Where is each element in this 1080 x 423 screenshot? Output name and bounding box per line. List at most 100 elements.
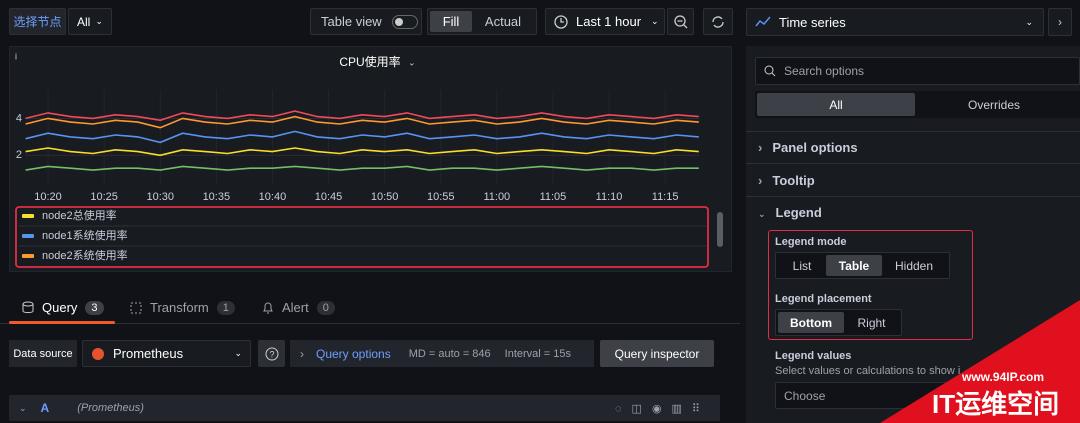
panel <box>9 46 732 272</box>
x-tick-label: 10:45 <box>315 191 343 203</box>
viz-picker[interactable]: Time series ⌄ <box>746 8 1044 36</box>
display-mode: Fill Actual <box>427 8 537 35</box>
node-value: All <box>77 14 91 29</box>
option-right[interactable]: Right <box>857 315 886 330</box>
series-line <box>25 147 699 157</box>
tab-transform[interactable]: Transform 1 <box>130 300 235 315</box>
legend-mode-label: Legend mode <box>775 236 847 248</box>
data-source-label: Data source <box>9 340 77 367</box>
tab-label: Transform <box>150 300 209 315</box>
x-tick-label: 11:10 <box>596 191 623 203</box>
tab-label: Alert <box>282 300 309 315</box>
section-legend[interactable]: ⌄ Legend <box>758 205 822 220</box>
watermark-shape <box>880 300 1080 423</box>
divider <box>746 163 1080 164</box>
series-line <box>25 115 699 129</box>
legend-label: node2总使用率 <box>42 208 117 222</box>
highlight-box <box>15 206 709 268</box>
query-inspector[interactable]: Query inspector <box>600 340 714 367</box>
legend-values-placeholder: Choose <box>784 388 826 403</box>
legend-swatch <box>22 234 34 238</box>
help[interactable]: ? <box>258 340 285 367</box>
query-source: (Prometheus) <box>77 402 144 414</box>
series-line <box>25 165 699 171</box>
option-table[interactable]: Table <box>826 255 882 276</box>
time-picker[interactable]: Last 1 hour ⌄ <box>545 8 665 35</box>
viz-next[interactable]: › <box>1048 8 1072 36</box>
y-tick-label: 2 <box>16 149 22 161</box>
watermark-name: IT运维空间 <box>932 389 1059 419</box>
tab-count: 0 <box>316 300 335 315</box>
refresh[interactable] <box>703 8 733 35</box>
active-tab-underline <box>9 321 115 324</box>
tab-count: 1 <box>216 300 235 315</box>
x-tick-label: 11:05 <box>540 191 567 203</box>
section-title: Legend <box>775 205 822 220</box>
divider <box>746 196 1080 197</box>
query-options-label: Query options <box>316 346 391 361</box>
legend-swatch <box>22 254 34 258</box>
tab-label: Query <box>42 300 78 315</box>
watermark: www.94IP.com IT运维空间 <box>880 300 1080 423</box>
interval: Interval = 15s <box>504 347 572 360</box>
chart: i CPU使用率 ⌄ 2 4 10:20 10:25 10:30 10:35 10:40 10… <box>15 51 723 268</box>
data-source-select[interactable]: Prometheus ⌄ <box>82 340 251 367</box>
time-range: Last 1 hour <box>576 14 642 29</box>
scrollbar <box>717 212 723 247</box>
tab-all[interactable]: All <box>757 93 915 116</box>
legend-values-desc: Select values or calculations to show i <box>775 365 961 377</box>
y-tick-label: 4 <box>16 112 22 124</box>
svg-text:?: ? <box>269 349 274 359</box>
legend-mode: List Table Hidden <box>775 252 950 279</box>
option-bottom[interactable]: Bottom <box>778 312 844 333</box>
md: MD = auto = 846 <box>408 347 491 360</box>
zoom-out[interactable] <box>667 8 694 35</box>
watermark-url: www.94IP.com <box>961 370 1044 384</box>
section-panel-options[interactable]: › Panel options <box>758 140 858 155</box>
viz-name: Time series <box>779 14 846 30</box>
series-line <box>25 130 699 144</box>
series-line <box>25 110 699 122</box>
query-options[interactable]: › Query options MD = auto = 846 Interval = … <box>290 340 594 367</box>
title-caret: ⌄ <box>408 57 416 67</box>
legend-label: node1系统使用率 <box>42 228 128 242</box>
options-tabs: All Overrides <box>755 91 1080 118</box>
table-view-label: Table view <box>321 14 382 29</box>
data-source: Prometheus <box>113 346 184 361</box>
section-title: Panel options <box>772 140 858 155</box>
x-tick-label: 10:30 <box>146 191 174 203</box>
table-view-toggle[interactable]: Table view <box>310 8 422 35</box>
query-row: ⌄ A (Prometheus) ◌◫◉▥⠿ <box>9 395 720 421</box>
option-hidden[interactable]: Hidden <box>894 258 934 273</box>
search-box[interactable]: Search options <box>755 57 1080 85</box>
legend-label: node2系统使用率 <box>42 248 128 262</box>
tab-overrides[interactable]: Overrides <box>967 97 1020 112</box>
query-ref: A <box>40 401 50 415</box>
section-title: Tooltip <box>772 173 815 188</box>
tab-query[interactable]: Query 3 <box>22 300 104 315</box>
mode-fill[interactable]: Fill <box>430 11 472 32</box>
search-placeholder: Search options <box>784 64 865 78</box>
tab-count: 3 <box>85 300 104 315</box>
mode-actual[interactable]: Actual <box>484 14 522 29</box>
legend-placement: Bottom Right <box>775 309 902 336</box>
x-tick-label: 10:50 <box>371 191 399 203</box>
section-tooltip[interactable]: › Tooltip <box>758 173 815 188</box>
tab-alert[interactable]: Alert 0 <box>262 300 335 315</box>
x-tick-label: 11:00 <box>483 191 510 203</box>
chart-title: CPU使用率 <box>339 54 400 69</box>
node-select[interactable]: All ⌄ <box>68 8 112 35</box>
x-tick-label: 11:15 <box>652 191 679 203</box>
legend-swatch <box>22 214 34 218</box>
x-tick-label: 10:40 <box>259 191 287 203</box>
legend-values-label: Legend values <box>775 350 852 362</box>
node-label: 选择节点 <box>9 8 66 35</box>
highlight-box <box>768 230 973 340</box>
x-tick-label: 10:35 <box>203 191 231 203</box>
x-tick-label: 10:25 <box>90 191 118 203</box>
legend-placement-label: Legend placement <box>775 293 872 305</box>
info-icon: i <box>15 51 17 61</box>
divider <box>0 323 740 324</box>
option-list[interactable]: List <box>792 258 812 273</box>
